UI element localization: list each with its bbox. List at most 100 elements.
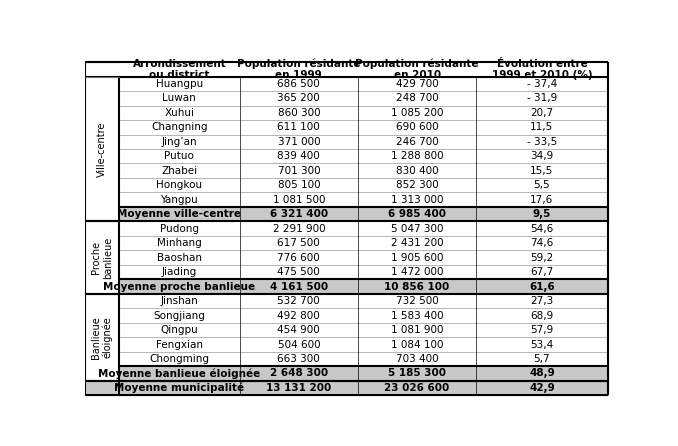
Text: 1 313 000: 1 313 000 <box>391 195 443 205</box>
Text: 686 500: 686 500 <box>277 79 320 89</box>
Text: Évolution entre
1999 et 2010 (%): Évolution entre 1999 et 2010 (%) <box>492 58 592 80</box>
Text: Chongming: Chongming <box>149 354 210 364</box>
Text: Minhang: Minhang <box>157 238 202 248</box>
Bar <box>119 236 607 250</box>
Text: 611 100: 611 100 <box>277 122 320 132</box>
Text: Jiading: Jiading <box>162 267 197 277</box>
Text: 13 131 200: 13 131 200 <box>266 383 332 393</box>
Text: 34,9: 34,9 <box>530 151 553 161</box>
Text: Arrondissement
ou district: Arrondissement ou district <box>132 58 226 80</box>
Text: - 33,5: - 33,5 <box>527 137 557 147</box>
Bar <box>85 62 607 77</box>
Text: 53,4: 53,4 <box>530 339 553 350</box>
Text: 776 600: 776 600 <box>277 252 320 263</box>
Bar <box>119 193 607 207</box>
Text: 1 288 800: 1 288 800 <box>391 151 443 161</box>
Text: Hongkou: Hongkou <box>156 180 203 190</box>
Text: 54,6: 54,6 <box>530 223 553 234</box>
Text: 5 047 300: 5 047 300 <box>391 223 443 234</box>
Text: 10 856 100: 10 856 100 <box>384 281 450 292</box>
Bar <box>119 77 607 91</box>
Text: 852 300: 852 300 <box>396 180 439 190</box>
Text: 701 300: 701 300 <box>277 166 320 176</box>
Bar <box>119 294 607 308</box>
Bar <box>85 381 607 395</box>
Text: Pudong: Pudong <box>160 223 199 234</box>
Bar <box>119 337 607 352</box>
Text: 15,5: 15,5 <box>530 166 553 176</box>
Bar <box>119 164 607 178</box>
Bar <box>119 279 607 294</box>
Text: 5,7: 5,7 <box>534 354 551 364</box>
Text: 1 081 500: 1 081 500 <box>273 195 325 205</box>
Text: 1 081 900: 1 081 900 <box>391 325 443 335</box>
Text: 6 985 400: 6 985 400 <box>388 209 446 219</box>
Text: Jinshan: Jinshan <box>161 296 198 306</box>
Text: 68,9: 68,9 <box>530 310 553 321</box>
Text: 20,7: 20,7 <box>530 108 553 118</box>
Text: 4 161 500: 4 161 500 <box>270 281 328 292</box>
Bar <box>119 265 607 279</box>
Text: Population résidante
en 2010: Population résidante en 2010 <box>355 58 479 80</box>
Text: Songjiang: Songjiang <box>153 310 205 321</box>
Text: 5 185 300: 5 185 300 <box>388 368 446 379</box>
Text: 732 500: 732 500 <box>396 296 439 306</box>
Text: 365 200: 365 200 <box>277 93 320 103</box>
Text: - 37,4: - 37,4 <box>527 79 557 89</box>
Text: 1 905 600: 1 905 600 <box>391 252 443 263</box>
Text: 830 400: 830 400 <box>396 166 439 176</box>
Text: Ville-centre: Ville-centre <box>97 121 107 177</box>
Bar <box>119 135 607 149</box>
Bar <box>119 250 607 265</box>
Text: - 31,9: - 31,9 <box>527 93 557 103</box>
Text: Moyenne municipalité: Moyenne municipalité <box>115 383 244 393</box>
Text: Population résidante
en 1999: Population résidante en 1999 <box>237 58 361 80</box>
Text: Moyenne proche banlieue: Moyenne proche banlieue <box>103 281 256 292</box>
Text: 1 472 000: 1 472 000 <box>391 267 443 277</box>
Text: 1 085 200: 1 085 200 <box>391 108 443 118</box>
Text: 703 400: 703 400 <box>396 354 439 364</box>
Text: 805 100: 805 100 <box>277 180 320 190</box>
Text: 6 321 400: 6 321 400 <box>270 209 328 219</box>
Text: Changning: Changning <box>151 122 207 132</box>
Text: 61,6: 61,6 <box>529 281 555 292</box>
Text: 11,5: 11,5 <box>530 122 553 132</box>
Bar <box>119 352 607 366</box>
Text: Yangpu: Yangpu <box>161 195 198 205</box>
Text: Moyenne banlieue éloignée: Moyenne banlieue éloignée <box>98 368 260 379</box>
Text: 23 026 600: 23 026 600 <box>384 383 450 393</box>
Text: 454 900: 454 900 <box>277 325 320 335</box>
Text: Luwan: Luwan <box>163 93 196 103</box>
Text: 617 500: 617 500 <box>277 238 320 248</box>
Text: 1 084 100: 1 084 100 <box>391 339 443 350</box>
Text: Zhabei: Zhabei <box>161 166 197 176</box>
Bar <box>119 178 607 193</box>
Text: Moyenne ville-centre: Moyenne ville-centre <box>117 209 241 219</box>
Text: 475 500: 475 500 <box>277 267 320 277</box>
Text: 2 431 200: 2 431 200 <box>391 238 443 248</box>
Text: 246 700: 246 700 <box>396 137 439 147</box>
Text: 48,9: 48,9 <box>529 368 555 379</box>
Text: 74,6: 74,6 <box>530 238 553 248</box>
Text: Huangpu: Huangpu <box>156 79 203 89</box>
Text: Putuo: Putuo <box>164 151 195 161</box>
Text: 42,9: 42,9 <box>529 383 555 393</box>
Text: Banlieue
éloignée: Banlieue éloignée <box>91 316 113 359</box>
Bar <box>119 366 607 381</box>
Text: Baoshan: Baoshan <box>157 252 202 263</box>
Text: 2 291 900: 2 291 900 <box>273 223 325 234</box>
Text: Proche
banlieue: Proche banlieue <box>91 236 113 279</box>
Text: Jing’an: Jing’an <box>161 137 197 147</box>
Text: Qingpu: Qingpu <box>161 325 198 335</box>
Text: 17,6: 17,6 <box>530 195 553 205</box>
Bar <box>119 323 607 337</box>
Text: 59,2: 59,2 <box>530 252 553 263</box>
Text: 839 400: 839 400 <box>277 151 320 161</box>
Text: Fengxian: Fengxian <box>156 339 203 350</box>
Bar <box>119 106 607 120</box>
Text: 1 583 400: 1 583 400 <box>391 310 443 321</box>
Text: 429 700: 429 700 <box>396 79 439 89</box>
Text: 504 600: 504 600 <box>277 339 320 350</box>
Text: Xuhui: Xuhui <box>164 108 195 118</box>
Text: 690 600: 690 600 <box>396 122 439 132</box>
